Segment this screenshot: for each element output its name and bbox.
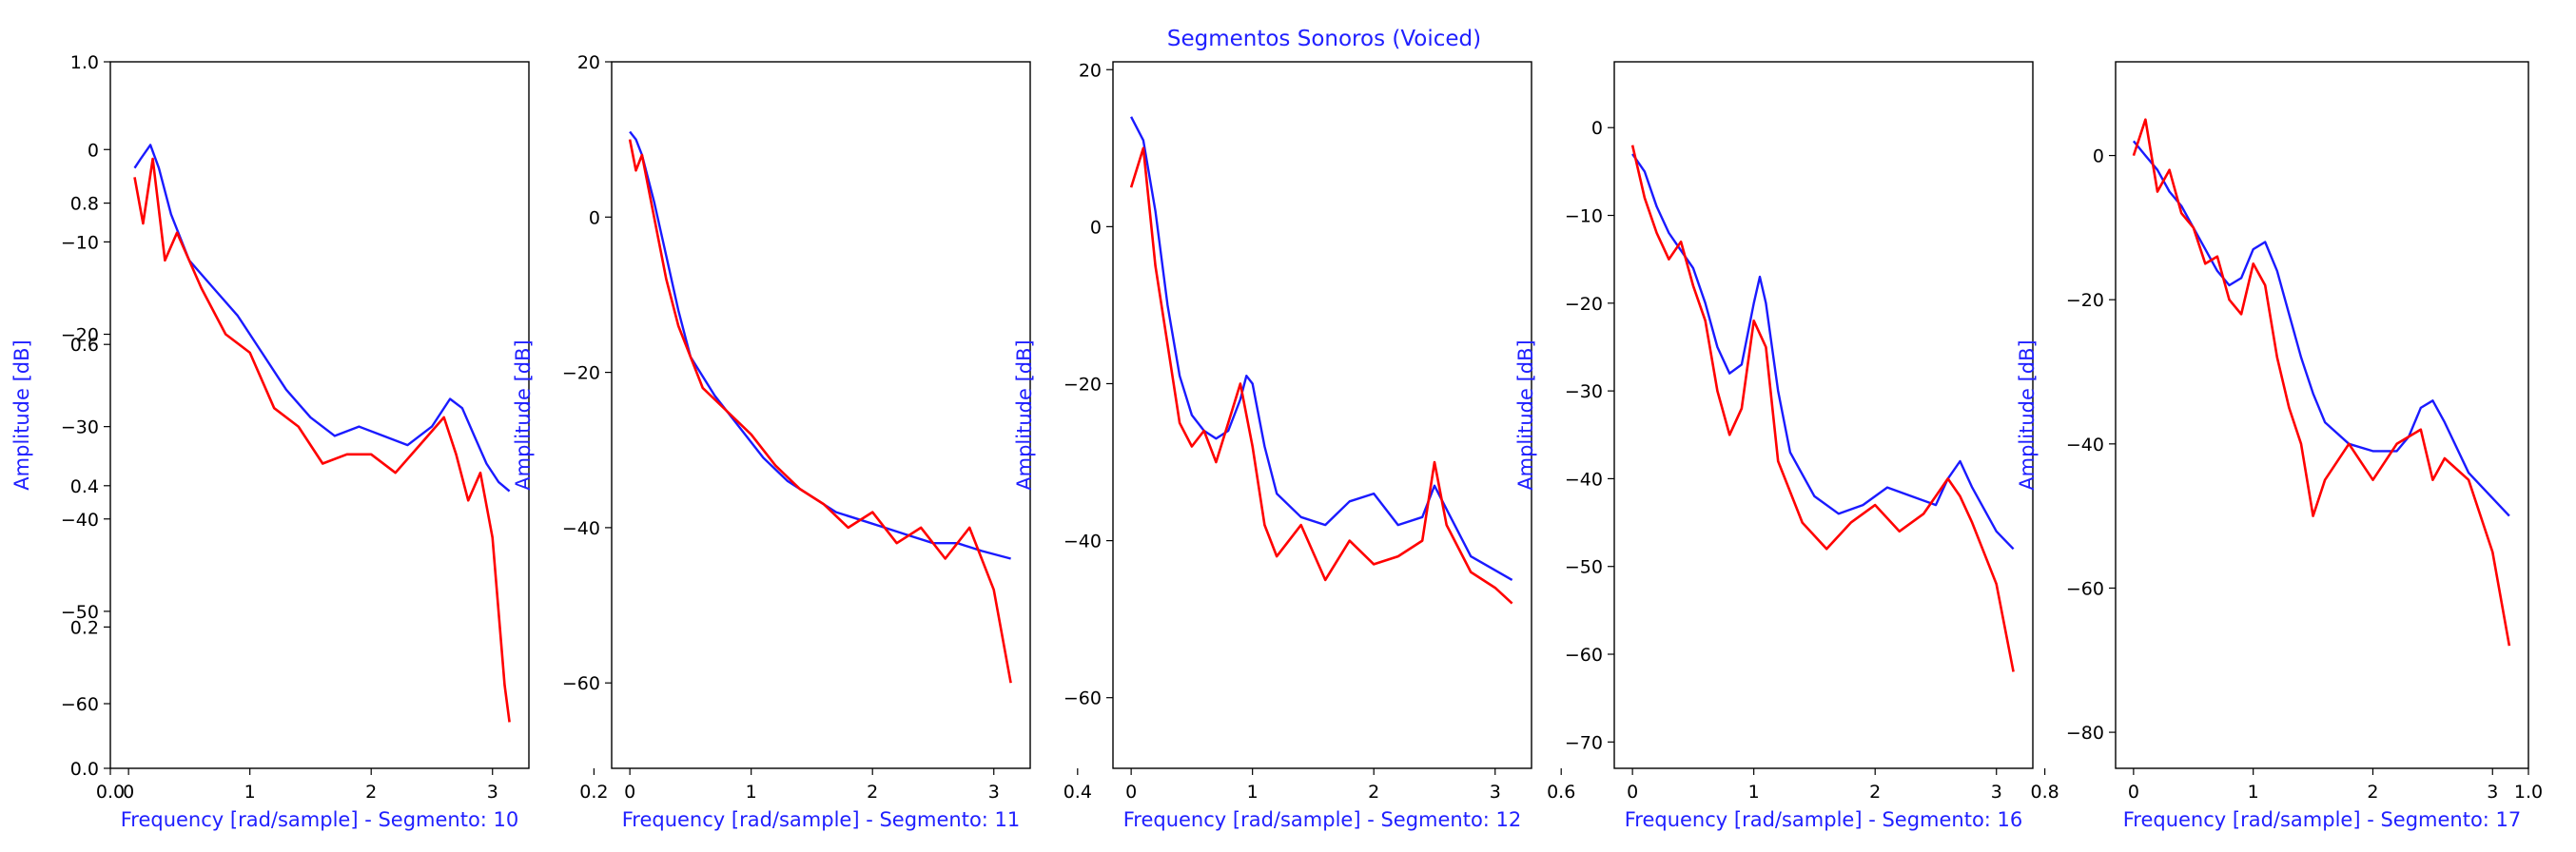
xtick-label: 0 xyxy=(2128,782,2139,803)
ytick-label: 20 xyxy=(1079,60,1102,81)
subplot-3: 0 1 2 3 20 0 −20 −40 −60 Frequency [rad/sample] -… xyxy=(1013,60,1532,831)
subplot-1: 0 1 2 3 0 −10 −20 −30 −40 −50 −60 Frequency [rad/sa… xyxy=(10,61,530,831)
xaxis-label: Frequency [rad/sample] - Segmento: 16 xyxy=(1625,808,2023,831)
ytick-label: −20 xyxy=(2066,290,2104,311)
ytick-label: −40 xyxy=(1565,469,1603,490)
xtick-label: 2 xyxy=(867,782,878,803)
xtick-label: 3 xyxy=(2487,782,2498,803)
xtick-label: 0 xyxy=(123,782,134,803)
ytick-label: −70 xyxy=(1565,732,1603,753)
overlay-axis: 0.0 0.2 0.4 0.6 0.8 1.0 0.0 0.2 0.4 0.6 0.8 1.0 xyxy=(70,52,2543,803)
overlay-xtick-label: 1.0 xyxy=(2514,782,2543,803)
ytick-label: −10 xyxy=(61,232,99,253)
ytick-label: 20 xyxy=(577,52,600,73)
envelope-line xyxy=(629,130,1011,560)
subplots: 0 1 2 3 0 −10 −20 −30 −40 −50 −60 Frequency [rad/sa… xyxy=(10,52,2529,831)
xtick-label: 3 xyxy=(1991,782,2002,803)
ytick-label: −60 xyxy=(1064,688,1102,709)
overlay-ytick-label: 0.2 xyxy=(70,617,99,638)
xtick-label: 3 xyxy=(988,782,1000,803)
yaxis-label: Amplitude [dB] xyxy=(10,339,33,490)
ytick-label: −40 xyxy=(562,518,600,539)
xtick-label: 1 xyxy=(244,782,256,803)
yaxis-label: Amplitude [dB] xyxy=(2016,339,2039,490)
xtick-label: 1 xyxy=(746,782,757,803)
ytick-label: −60 xyxy=(2066,578,2104,599)
ytick-label: −10 xyxy=(1565,206,1603,227)
ytick-label: −40 xyxy=(61,510,99,531)
ytick-label: −40 xyxy=(2066,435,2104,455)
xtick-label: 2 xyxy=(2367,782,2378,803)
overlay-xtick-label: 0.0 xyxy=(96,782,125,803)
envelope-line xyxy=(133,144,511,493)
figure-title: Segmentos Sonoros (Voiced) xyxy=(1167,27,1481,51)
overlay-xtick-label: 0.2 xyxy=(579,782,608,803)
ytick-label: −20 xyxy=(1064,374,1102,395)
axes-frame xyxy=(611,61,1031,769)
subplot-4: 0 1 2 3 0 −10 −20 −30 −40 −50 −60 −70 Frequency [rad… xyxy=(1514,61,2034,831)
spectrum-line xyxy=(628,139,1012,684)
xtick-label: 2 xyxy=(1368,782,1379,803)
spectrum-line xyxy=(1630,145,2015,672)
ytick-label: −30 xyxy=(61,417,99,438)
spectrum-line xyxy=(133,157,511,723)
axes-frame xyxy=(1613,61,2034,769)
ytick-label: −30 xyxy=(1565,381,1603,402)
ytick-label: 0 xyxy=(1090,217,1102,238)
ytick-label: 0 xyxy=(88,140,99,161)
overlay-ytick-label: 0.0 xyxy=(70,759,99,780)
axes-frame xyxy=(2115,61,2529,769)
overlay-xtick-label: 0.4 xyxy=(1064,782,1092,803)
xtick-label: 1 xyxy=(1247,782,1259,803)
envelope-line xyxy=(2132,140,2510,517)
subplot-2: 0 1 2 3 20 0 −20 −40 −60 Frequency [rad/sample] -… xyxy=(512,52,1031,831)
yaxis-label: Amplitude [dB] xyxy=(512,339,535,490)
ytick-label: −60 xyxy=(1565,645,1603,666)
ytick-label: 0 xyxy=(1591,118,1603,139)
spectrum-line xyxy=(1129,146,1513,605)
subplot-5: 0 1 2 3 0 −20 −40 −60 −80 Frequency [rad/sample] … xyxy=(2016,61,2529,831)
axes-frame xyxy=(1112,61,1532,769)
xtick-label: 0 xyxy=(1627,782,1638,803)
ytick-label: 0 xyxy=(589,207,600,228)
spectrum-line xyxy=(2132,118,2511,647)
overlay-ytick-label: 0.4 xyxy=(70,476,99,497)
xtick-label: 1 xyxy=(2248,782,2259,803)
envelope-line xyxy=(1130,116,1513,581)
overlay-ytick-label: 0.8 xyxy=(70,194,99,215)
overlay-ytick-label: 0.6 xyxy=(70,335,99,356)
xtick-label: 0 xyxy=(624,782,635,803)
overlay-xtick-label: 0.8 xyxy=(2030,782,2059,803)
overlay-ytick-label: 1.0 xyxy=(70,52,99,73)
ytick-label: −50 xyxy=(61,602,99,623)
xaxis-label: Frequency [rad/sample] - Segmento: 11 xyxy=(622,808,1021,831)
xaxis-label: Frequency [rad/sample] - Segmento: 10 xyxy=(121,808,519,831)
xtick-label: 2 xyxy=(1869,782,1881,803)
ytick-label: −40 xyxy=(1064,532,1102,552)
xtick-label: 3 xyxy=(1490,782,1501,803)
ytick-label: −20 xyxy=(61,325,99,346)
overlay-xtick-label: 0.6 xyxy=(1547,782,1575,803)
ytick-label: −20 xyxy=(562,363,600,384)
xtick-label: 3 xyxy=(487,782,498,803)
ytick-label: −60 xyxy=(61,694,99,715)
yaxis-label: Amplitude [dB] xyxy=(1514,339,1537,490)
ytick-label: −50 xyxy=(1565,557,1603,578)
axes-frame xyxy=(109,61,530,769)
xaxis-label: Frequency [rad/sample] - Segmento: 17 xyxy=(2123,808,2522,831)
ytick-label: −80 xyxy=(2066,723,2104,744)
xtick-label: 2 xyxy=(365,782,377,803)
xtick-label: 0 xyxy=(1125,782,1137,803)
ytick-label: 0 xyxy=(2093,146,2104,167)
xaxis-label: Frequency [rad/sample] - Segmento: 12 xyxy=(1123,808,1522,831)
yaxis-label: Amplitude [dB] xyxy=(1013,339,1036,490)
ytick-label: −60 xyxy=(562,673,600,694)
ytick-label: −20 xyxy=(1565,294,1603,315)
xtick-label: 1 xyxy=(1748,782,1760,803)
